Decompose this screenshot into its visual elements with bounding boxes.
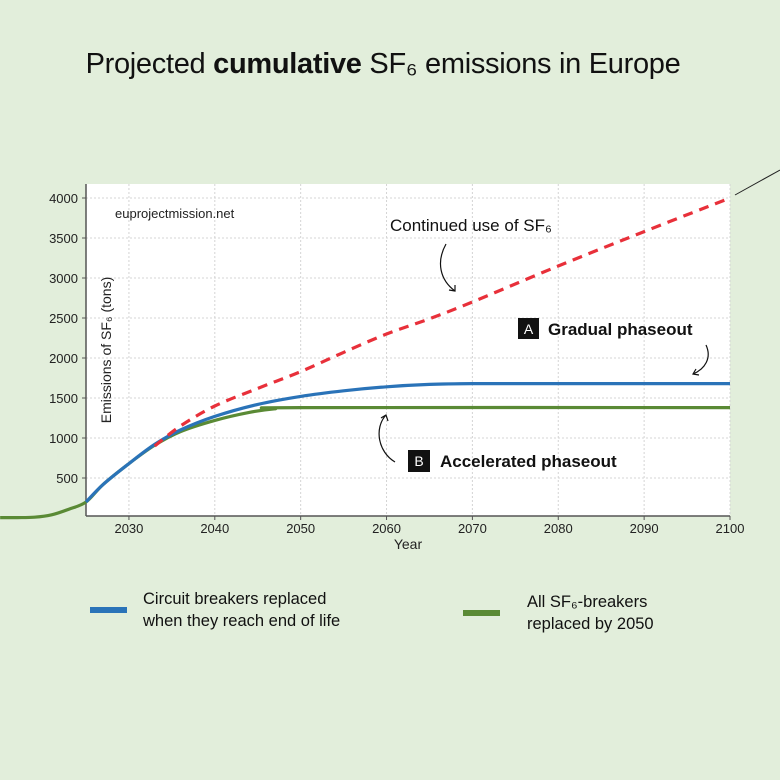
y-tick-label: 500	[56, 471, 78, 486]
y-tick-label: 3500	[49, 231, 78, 246]
y-tick-label: 1500	[49, 391, 78, 406]
legend-swatch-blue	[90, 607, 127, 613]
annotation-accelerated: Accelerated phaseout	[440, 452, 617, 471]
annotation-continued: Continued use of SF₆	[390, 216, 552, 235]
grid	[86, 184, 731, 516]
arrow-icon	[378, 414, 396, 463]
series-continued-use	[153, 196, 731, 448]
title-text: Projected	[85, 48, 214, 80]
leader-line	[734, 169, 780, 196]
legend-label: Circuit breakers replaced when they reac…	[143, 588, 340, 632]
legend-line: All SF₆-breakers	[527, 593, 648, 611]
y-tick-label: 4000	[49, 191, 78, 206]
legend-line: replaced by 2050	[527, 615, 654, 633]
x-tick-label: 2100	[716, 521, 745, 536]
arrowhead-icon	[448, 285, 456, 292]
y-tick-label: 3000	[49, 271, 78, 286]
series-gradual-phaseout	[84, 381, 730, 504]
badge-a-text: A	[524, 321, 534, 337]
watermark: euprojectmission.net	[115, 206, 235, 221]
x-tick-label: 2090	[630, 521, 659, 536]
legend-label: All SF₆-breakers replaced by 2050	[527, 591, 654, 635]
y-tick-label: 2000	[49, 351, 78, 366]
legend-swatch-green	[463, 610, 500, 616]
badge-a	[518, 318, 539, 339]
legend-item-gradual: Circuit breakers replaced when they reac…	[90, 588, 340, 632]
x-tick-label: 2060	[372, 521, 401, 536]
arrowhead-icon	[692, 368, 700, 376]
x-tick-label: 2040	[200, 521, 229, 536]
title-bold: cumulative	[213, 48, 362, 80]
x-tick-label: 2050	[286, 521, 315, 536]
x-tick-label: 2070	[458, 521, 487, 536]
y-tick-label: 2500	[49, 311, 78, 326]
legend-line: Circuit breakers replaced	[143, 590, 327, 608]
arrow-icon	[692, 344, 709, 375]
title-text-end: SF₆ emissions in Europe	[361, 48, 681, 80]
arrowhead-icon	[380, 414, 389, 422]
legend-item-accelerated: All SF₆-breakers replaced by 2050	[463, 591, 654, 635]
x-axis-label: Year	[394, 536, 423, 552]
annotation-gradual: Gradual phaseout	[548, 320, 693, 339]
x-tick-label: 2030	[114, 521, 143, 536]
x-tick-label: 2080	[544, 521, 573, 536]
badge-b	[408, 450, 430, 472]
y-tick-label: 1000	[49, 431, 78, 446]
axes: 2030 2040 2050 2060 2070 2080 2090 2100 500 1000 1…	[49, 184, 744, 536]
series-group	[0, 196, 731, 520]
chart-title: Projected cumulative SF₆ emissions in Eu…	[0, 48, 766, 81]
arrow-icon	[439, 243, 456, 292]
y-axis-label: Emissions of SF₆ (tons)	[98, 277, 114, 423]
legend-line: when they reach end of life	[143, 612, 341, 630]
badge-b-text: B	[414, 453, 423, 469]
